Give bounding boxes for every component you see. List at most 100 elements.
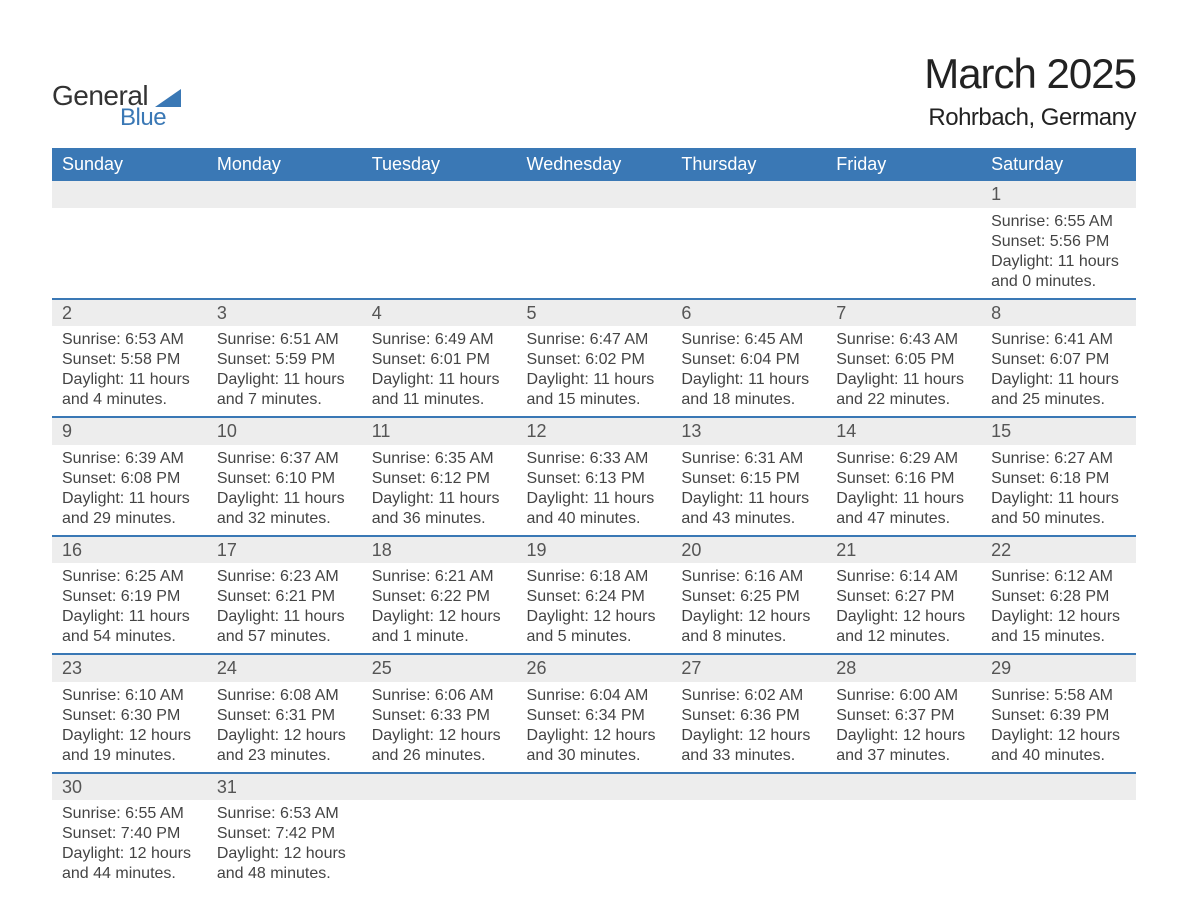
sunrise-line: Sunrise: 6:35 AM	[372, 449, 507, 469]
day-number-cell	[671, 773, 826, 801]
day-details-cell: Sunrise: 6:35 AMSunset: 6:12 PMDaylight:…	[362, 445, 517, 536]
daylight-line: Daylight: 12 hours and 23 minutes.	[217, 726, 352, 766]
month-title: March 2025	[924, 50, 1136, 98]
day-number-cell: 1	[981, 181, 1136, 208]
day-number-cell	[362, 773, 517, 801]
daylight-line: Daylight: 11 hours and 40 minutes.	[527, 489, 662, 529]
day-details-cell: Sunrise: 6:23 AMSunset: 6:21 PMDaylight:…	[207, 563, 362, 654]
day-number-cell: 21	[826, 536, 981, 564]
day-header: Friday	[826, 148, 981, 181]
sunrise-line: Sunrise: 6:23 AM	[217, 567, 352, 587]
day-details-cell: Sunrise: 6:53 AMSunset: 7:42 PMDaylight:…	[207, 800, 362, 890]
day-number-cell	[517, 773, 672, 801]
day-header: Saturday	[981, 148, 1136, 181]
day-header: Sunday	[52, 148, 207, 181]
daylight-line: Daylight: 12 hours and 40 minutes.	[991, 726, 1126, 766]
sunset-line: Sunset: 6:37 PM	[836, 706, 971, 726]
day-details-cell	[671, 208, 826, 299]
daylight-line: Daylight: 11 hours and 22 minutes.	[836, 370, 971, 410]
sunset-line: Sunset: 6:01 PM	[372, 350, 507, 370]
sunrise-line: Sunrise: 6:16 AM	[681, 567, 816, 587]
details-row: Sunrise: 6:39 AMSunset: 6:08 PMDaylight:…	[52, 445, 1136, 536]
daylight-line: Daylight: 11 hours and 43 minutes.	[681, 489, 816, 529]
sunrise-line: Sunrise: 6:27 AM	[991, 449, 1126, 469]
daylight-line: Daylight: 12 hours and 1 minute.	[372, 607, 507, 647]
day-details-cell	[826, 208, 981, 299]
day-details-cell: Sunrise: 6:29 AMSunset: 6:16 PMDaylight:…	[826, 445, 981, 536]
day-details-cell: Sunrise: 6:18 AMSunset: 6:24 PMDaylight:…	[517, 563, 672, 654]
sunset-line: Sunset: 6:34 PM	[527, 706, 662, 726]
sunset-line: Sunset: 6:27 PM	[836, 587, 971, 607]
day-number-cell: 30	[52, 773, 207, 801]
daylight-line: Daylight: 11 hours and 57 minutes.	[217, 607, 352, 647]
daylight-line: Daylight: 12 hours and 33 minutes.	[681, 726, 816, 766]
sunrise-line: Sunrise: 5:58 AM	[991, 686, 1126, 706]
sunset-line: Sunset: 5:56 PM	[991, 232, 1126, 252]
daylight-line: Daylight: 11 hours and 50 minutes.	[991, 489, 1126, 529]
sunset-line: Sunset: 6:15 PM	[681, 469, 816, 489]
day-details-cell: Sunrise: 6:51 AMSunset: 5:59 PMDaylight:…	[207, 326, 362, 417]
day-details-cell: Sunrise: 6:37 AMSunset: 6:10 PMDaylight:…	[207, 445, 362, 536]
day-number-cell: 4	[362, 299, 517, 327]
sunrise-line: Sunrise: 6:00 AM	[836, 686, 971, 706]
sunrise-line: Sunrise: 6:55 AM	[991, 212, 1126, 232]
day-number-cell: 19	[517, 536, 672, 564]
daylight-line: Daylight: 12 hours and 8 minutes.	[681, 607, 816, 647]
daylight-line: Daylight: 11 hours and 18 minutes.	[681, 370, 816, 410]
sunrise-line: Sunrise: 6:29 AM	[836, 449, 971, 469]
daynum-row: 23242526272829	[52, 654, 1136, 682]
daylight-line: Daylight: 12 hours and 37 minutes.	[836, 726, 971, 766]
day-header: Monday	[207, 148, 362, 181]
day-number-cell: 9	[52, 417, 207, 445]
sunset-line: Sunset: 6:13 PM	[527, 469, 662, 489]
day-number-cell: 29	[981, 654, 1136, 682]
sunrise-line: Sunrise: 6:14 AM	[836, 567, 971, 587]
day-details-cell: Sunrise: 6:12 AMSunset: 6:28 PMDaylight:…	[981, 563, 1136, 654]
day-number-cell: 5	[517, 299, 672, 327]
day-details-cell: Sunrise: 6:06 AMSunset: 6:33 PMDaylight:…	[362, 682, 517, 773]
day-number-cell: 7	[826, 299, 981, 327]
day-header: Thursday	[671, 148, 826, 181]
sunset-line: Sunset: 7:40 PM	[62, 824, 197, 844]
day-details-cell: Sunrise: 6:55 AMSunset: 5:56 PMDaylight:…	[981, 208, 1136, 299]
day-header: Tuesday	[362, 148, 517, 181]
daylight-line: Daylight: 12 hours and 44 minutes.	[62, 844, 197, 884]
sunset-line: Sunset: 7:42 PM	[217, 824, 352, 844]
day-details-cell: Sunrise: 6:55 AMSunset: 7:40 PMDaylight:…	[52, 800, 207, 890]
day-number-cell: 15	[981, 417, 1136, 445]
daylight-line: Daylight: 11 hours and 7 minutes.	[217, 370, 352, 410]
sunrise-line: Sunrise: 6:02 AM	[681, 686, 816, 706]
day-details-cell	[207, 208, 362, 299]
day-details-cell: Sunrise: 6:41 AMSunset: 6:07 PMDaylight:…	[981, 326, 1136, 417]
day-number-cell: 13	[671, 417, 826, 445]
day-details-cell: Sunrise: 6:00 AMSunset: 6:37 PMDaylight:…	[826, 682, 981, 773]
day-details-cell: Sunrise: 6:53 AMSunset: 5:58 PMDaylight:…	[52, 326, 207, 417]
daylight-line: Daylight: 12 hours and 15 minutes.	[991, 607, 1126, 647]
daylight-line: Daylight: 11 hours and 29 minutes.	[62, 489, 197, 529]
header: General Blue March 2025 Rohrbach, German…	[52, 50, 1136, 140]
day-number-cell	[517, 181, 672, 208]
sunset-line: Sunset: 6:24 PM	[527, 587, 662, 607]
location: Rohrbach, Germany	[924, 104, 1136, 132]
day-number-cell: 18	[362, 536, 517, 564]
calendar-body: 1 Sunrise: 6:55 AMSunset: 5:56 PMDayligh…	[52, 181, 1136, 890]
page: General Blue March 2025 Rohrbach, German…	[0, 0, 1188, 918]
logo: General Blue	[52, 80, 181, 140]
sunset-line: Sunset: 5:59 PM	[217, 350, 352, 370]
calendar-head: SundayMondayTuesdayWednesdayThursdayFrid…	[52, 148, 1136, 181]
daynum-row: 16171819202122	[52, 536, 1136, 564]
day-details-cell: Sunrise: 6:45 AMSunset: 6:04 PMDaylight:…	[671, 326, 826, 417]
sunrise-line: Sunrise: 6:25 AM	[62, 567, 197, 587]
details-row: Sunrise: 6:25 AMSunset: 6:19 PM Daylight:…	[52, 563, 1136, 654]
day-number-cell: 11	[362, 417, 517, 445]
daylight-line: Daylight: 11 hours and 15 minutes.	[527, 370, 662, 410]
daylight-line: Daylight: 12 hours and 5 minutes.	[527, 607, 662, 647]
sunset-line: Sunset: 6:30 PM	[62, 706, 197, 726]
sunrise-line: Sunrise: 6:55 AM	[62, 804, 197, 824]
sunset-line: Sunset: 6:19 PM	[62, 587, 197, 607]
day-header-row: SundayMondayTuesdayWednesdayThursdayFrid…	[52, 148, 1136, 181]
sunset-line: Sunset: 6:02 PM	[527, 350, 662, 370]
day-number-cell: 24	[207, 654, 362, 682]
day-number-cell: 3	[207, 299, 362, 327]
day-number-cell	[826, 181, 981, 208]
